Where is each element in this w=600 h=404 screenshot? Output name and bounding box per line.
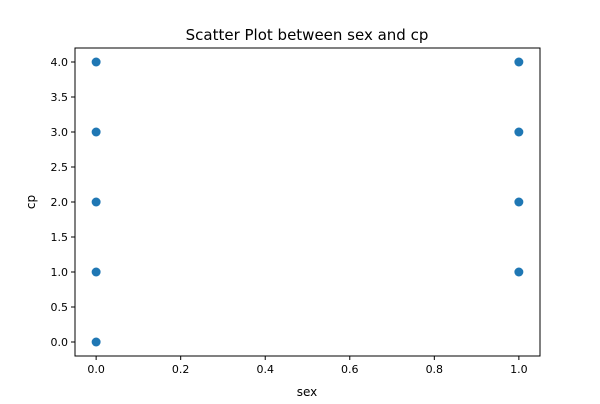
y-tick-label: 4.0 — [51, 56, 69, 69]
data-point — [91, 127, 101, 137]
y-tick-label: 3.0 — [51, 126, 69, 139]
y-tick-label: 1.5 — [51, 231, 69, 244]
x-tick-label: 0.2 — [172, 363, 190, 376]
y-tick-label: 0.0 — [51, 336, 69, 349]
data-point — [91, 337, 101, 347]
plot-area-frame — [74, 47, 541, 357]
data-point — [91, 57, 101, 67]
y-axis-ticks: 0.0 0.5 1.0 1.5 2.0 2.5 3.0 3.5 4.0 — [51, 56, 75, 349]
x-tick-label: 0.4 — [256, 363, 274, 376]
y-tick-label: 2.0 — [51, 196, 69, 209]
x-axis-ticks: 0.0 0.2 0.4 0.6 0.8 1.0 — [87, 356, 528, 376]
y-tick-label: 3.5 — [51, 91, 69, 104]
chart-title: Scatter Plot between sex and cp — [186, 26, 429, 44]
data-point — [514, 267, 524, 277]
x-tick-label: 0.0 — [87, 363, 105, 376]
data-point — [514, 57, 524, 67]
x-axis-label: sex — [297, 385, 318, 399]
y-tick-label: 0.5 — [51, 301, 69, 314]
y-axis-label: cp — [24, 195, 38, 209]
data-point — [514, 197, 524, 207]
data-points — [91, 57, 524, 347]
data-point — [91, 197, 101, 207]
y-tick-label: 2.5 — [51, 161, 69, 174]
data-point — [91, 267, 101, 277]
x-tick-label: 0.6 — [341, 363, 359, 376]
data-point — [514, 127, 524, 137]
y-tick-label: 1.0 — [51, 266, 69, 279]
x-tick-label: 1.0 — [510, 363, 528, 376]
x-tick-label: 0.8 — [426, 363, 444, 376]
